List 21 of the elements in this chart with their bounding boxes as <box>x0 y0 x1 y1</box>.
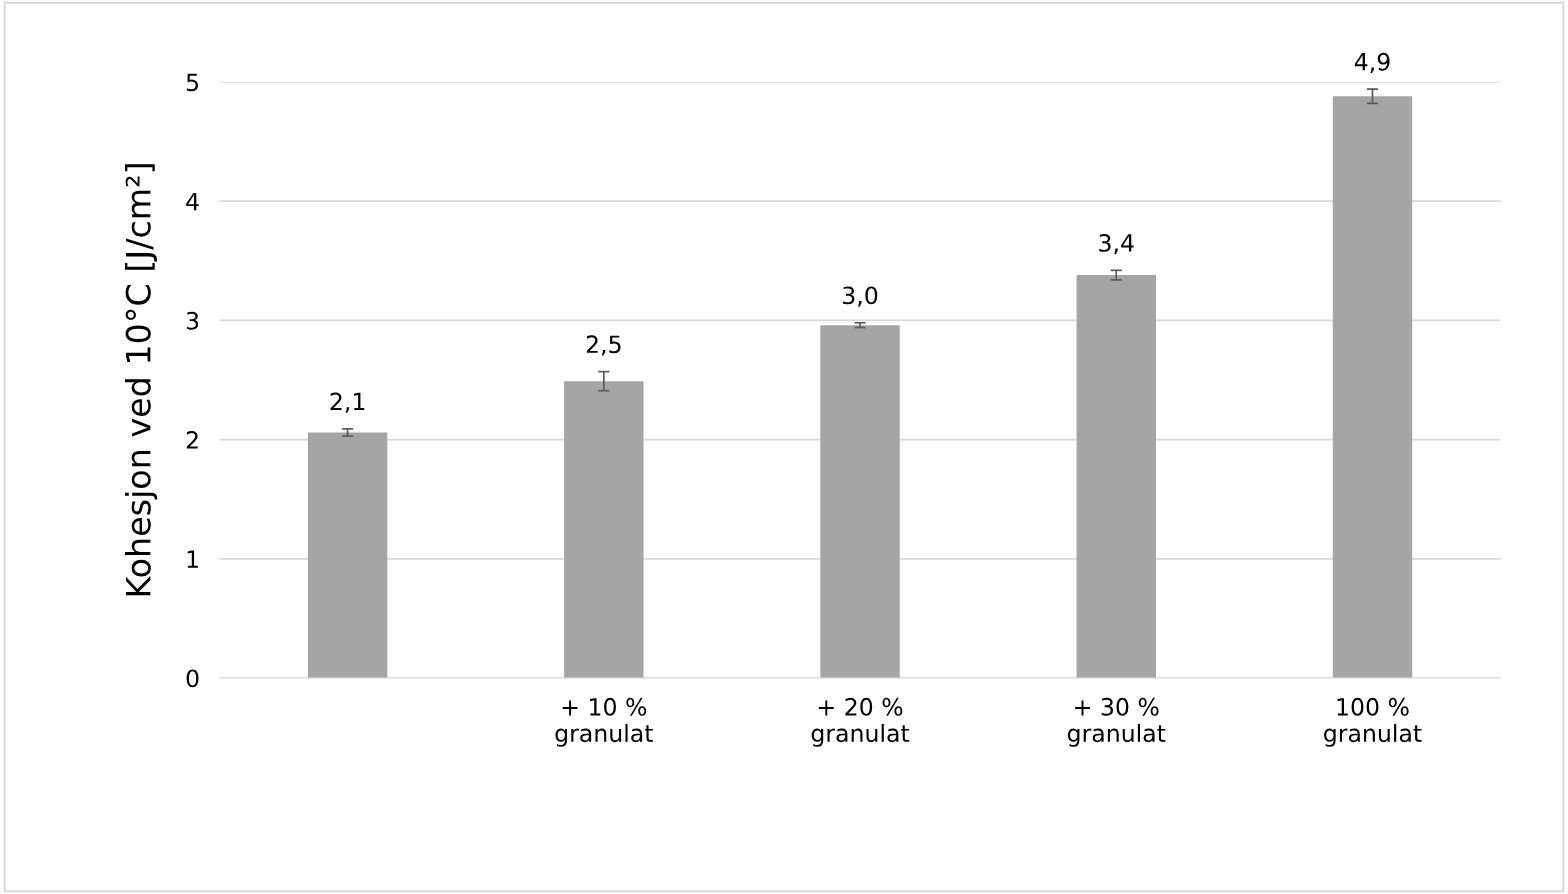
x-tick-label: 100 % granulat <box>1324 697 1422 747</box>
bar <box>1332 96 1413 679</box>
bar <box>820 325 900 679</box>
y-tick-label: 3 <box>186 311 199 330</box>
data-label: 2,5 <box>586 335 621 356</box>
x-tick-label: + 30 % granulat <box>1067 697 1166 747</box>
bar <box>307 432 388 679</box>
data-label: 3,0 <box>843 286 878 307</box>
bar <box>1076 275 1156 679</box>
y-tick-label: 5 <box>186 73 199 92</box>
data-label: 2,1 <box>330 392 365 413</box>
x-tick-label: + 10 % granulat <box>555 697 653 747</box>
y-tick-label: 1 <box>187 550 198 568</box>
x-tick-label: + 20 % granulat <box>811 697 910 747</box>
y-tick-label: 2 <box>186 431 198 449</box>
bar <box>564 381 644 679</box>
data-label: 4,9 <box>1354 52 1390 74</box>
data-label: 3,4 <box>1099 234 1134 255</box>
y-tick-label: 4 <box>186 192 199 211</box>
y-axis-title: Kohesjon ved 10°C [J/cm²] <box>125 164 158 596</box>
y-tick-label: 0 <box>186 669 199 688</box>
